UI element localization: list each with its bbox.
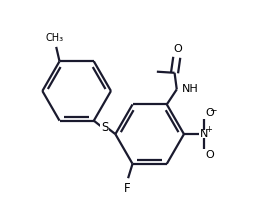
Text: N: N xyxy=(200,129,208,139)
Text: NH: NH xyxy=(182,84,198,94)
Text: O: O xyxy=(205,150,214,160)
Text: S: S xyxy=(101,121,108,134)
Text: O: O xyxy=(173,44,182,54)
Text: F: F xyxy=(124,181,130,194)
Text: CH₃: CH₃ xyxy=(45,33,64,43)
Text: −: − xyxy=(209,105,217,114)
Text: +: + xyxy=(205,125,212,134)
Text: O: O xyxy=(205,108,214,118)
